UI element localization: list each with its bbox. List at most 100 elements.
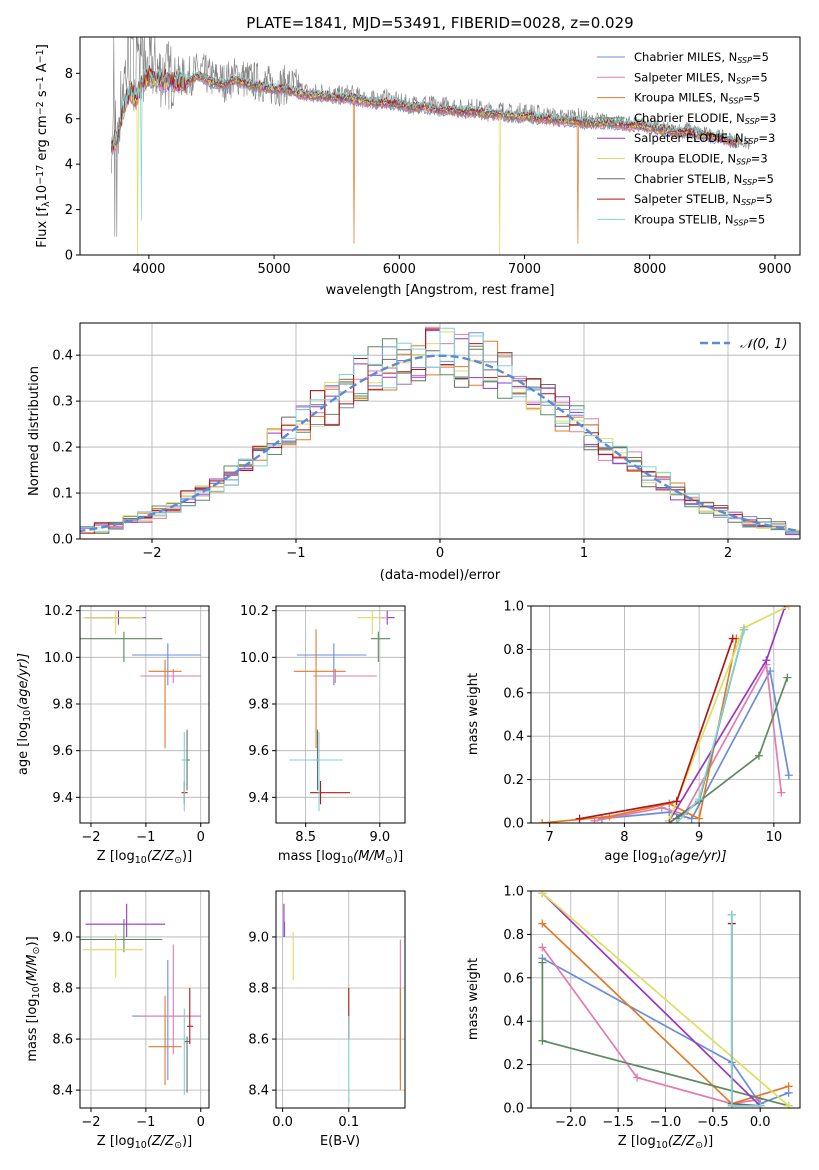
axes-frame [530, 890, 801, 1109]
weight-marker [784, 1082, 793, 1091]
weight-marker [538, 1036, 547, 1045]
y-tick-label: 10.0 [44, 651, 73, 666]
figure-title: PLATE=1841, MJD=53491, FIBERID=0028, z=0… [246, 14, 633, 32]
histograms [80, 326, 800, 536]
y-tick-label: 0.8 [503, 928, 524, 943]
legend-entry: Kroupa MILES, NSSP=5 [634, 91, 760, 106]
y-tick-label: 8 [65, 67, 73, 82]
x-tick-label: 1 [580, 546, 588, 561]
legend-entry-tail: =3 [760, 111, 777, 125]
y-tick-label: 0.4 [503, 730, 524, 745]
legend-entry-name: Kroupa STELIB, N [634, 212, 734, 226]
weight-marker [739, 625, 748, 634]
y-axis-label-part: 10 [22, 710, 33, 722]
legend-entry-name: Salpeter MILES, N [634, 70, 736, 84]
legend-entry-tail: =3 [758, 131, 775, 145]
x-axis-label-part: )] [182, 1134, 192, 1149]
weight-line [541, 892, 790, 1107]
age-vs-metallicity-panel: −2 −1 09.49.69.810.010.2Z [log10(Z/Z⊙)]age… [16, 604, 210, 866]
axes-frame [79, 605, 210, 824]
weight-line [668, 606, 786, 822]
y-tick-label: 9.0 [248, 930, 269, 945]
legend-entry: Chabrier MILES, NSSP=5 [634, 50, 769, 65]
x-tick-label: 8 [620, 830, 628, 845]
weight-marker [754, 751, 763, 760]
y-tick-label: 9.4 [52, 791, 73, 806]
weight-line [541, 892, 761, 1107]
axes-frame [79, 322, 801, 540]
legend-entry-name: Chabrier STELIB, N [634, 172, 742, 186]
error-bars [80, 610, 201, 812]
x-tick-label: 6000 [383, 262, 416, 277]
x-axis-label: (data-model)/error [380, 568, 501, 583]
legend-entry: Chabrier ELODIE, NSSP=3 [634, 111, 776, 126]
x-tick-label: −2 [81, 1115, 100, 1130]
weight-marker [538, 943, 547, 952]
y-tick-label: 8.4 [52, 1084, 73, 1099]
y-tick-label: 8.4 [248, 1084, 269, 1099]
x-tick-label: 9000 [758, 262, 791, 277]
y-tick-label: 0.3 [52, 395, 73, 410]
y-axis-label-part: −1 [35, 49, 46, 63]
y-tick-label: 0.6 [503, 686, 524, 701]
x-axis-label: E(B-V) [320, 1134, 360, 1149]
y-axis-label-part: −2 [35, 101, 46, 115]
y-tick-label: 10.0 [240, 651, 269, 666]
x-tick-label: 0 [197, 1115, 205, 1130]
weight-marker [695, 795, 704, 804]
y-tick-label: 8.8 [52, 982, 73, 997]
y-tick-label: 0.0 [52, 533, 73, 548]
x-tick-label: 9.0 [369, 830, 390, 845]
weight-lines [538, 606, 793, 823]
x-axis-label-part: ⊙ [695, 1140, 703, 1151]
legend-entry-tail: =5 [757, 172, 774, 186]
y-tick-label: 0 [65, 249, 73, 264]
age-vs-mass-panel: 8.5 9.0 9.4 9.6 9.8 10.0 10.2 mass [log10(M/M⊙)… [240, 604, 406, 866]
weight-marker [728, 634, 737, 643]
y-tick-label: 1.0 [503, 600, 524, 615]
x-tick-label: −2 [81, 830, 100, 845]
legend-entry-sub: SSP [742, 178, 757, 187]
x-axis-label: age [log10(age/yr)] [604, 849, 726, 866]
legend-entry-tail: =5 [751, 70, 768, 84]
y-tick-label: 9.6 [248, 744, 269, 759]
legend-entry: Kroupa ELODIE, NSSP=3 [634, 152, 768, 167]
weight-line [541, 957, 789, 1105]
legend-entry-name: Salpeter ELODIE, N [634, 131, 744, 145]
y-tick-label: 0.2 [52, 441, 73, 456]
x-tick-label: 0.0 [750, 1115, 771, 1130]
x-axis-label-part: 10 [135, 1140, 147, 1151]
ticks: 0.0 0.1 8.4 8.6 8.8 9.0 [248, 930, 359, 1130]
x-tick-label: −1 [136, 830, 155, 845]
x-axis-label-part: Z [log [618, 1134, 656, 1149]
y-axis-label-part: s [35, 90, 50, 101]
x-axis-label-part: (age/yr)] [670, 849, 727, 864]
y-tick-label: 2 [65, 203, 73, 218]
x-tick-label: 0 [197, 830, 205, 845]
legend-entry-tail: =5 [743, 91, 760, 105]
spectrum-lines [110, 37, 751, 255]
ticks: 4000 5000 6000 7000 8000 9000 0 2 4 6 8 [65, 67, 792, 277]
y-axis-label-part: )] [25, 936, 40, 946]
axes-frame [79, 890, 210, 1109]
grid-lines [276, 891, 405, 1108]
x-axis-label-part: 10 [658, 855, 670, 866]
weight-marker [784, 771, 793, 780]
x-tick-label: −0.5 [697, 1115, 729, 1130]
model-spectrum-line [110, 71, 738, 154]
y-tick-label: 9.0 [52, 930, 73, 945]
y-tick-label: 4 [65, 158, 73, 173]
x-axis-label-part: (Z/Z [147, 849, 175, 864]
weight-marker [538, 819, 547, 823]
y-axis-label-part: (age/yr)] [16, 653, 31, 710]
legend-entry-tail: =5 [752, 50, 769, 64]
weight-marker [777, 788, 786, 797]
y-axis-label: mass weight [466, 673, 481, 755]
axes-frame [275, 605, 406, 824]
legend-entry: Salpeter MILES, NSSP=5 [634, 70, 768, 85]
x-axis-label-part: mass [log [278, 849, 341, 864]
x-axis-label-part: (Z/Z [147, 1134, 175, 1149]
y-tick-label: 10.2 [44, 604, 73, 619]
